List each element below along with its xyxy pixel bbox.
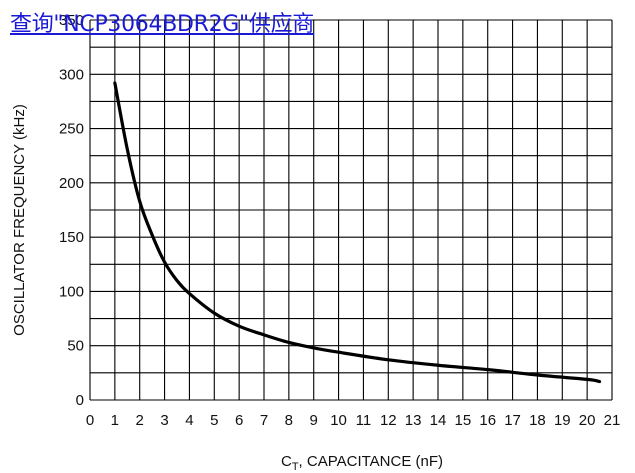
y-tick-label: 50: [67, 338, 84, 355]
x-tick-label: 21: [604, 412, 621, 429]
supplier-query-link[interactable]: 查询"NCP3064BDR2G"供应商: [10, 12, 314, 37]
x-tick-label: 7: [260, 412, 268, 429]
x-tick-label: 0: [86, 412, 94, 429]
y-tick-label: 100: [59, 283, 84, 300]
y-axis-title: OSCILLATOR FREQUENCY (kHz): [11, 104, 28, 336]
x-tick-label: 15: [455, 412, 472, 429]
x-axis-title-main: C: [281, 453, 292, 470]
x-tick-label: 16: [479, 412, 496, 429]
x-tick-label: 3: [160, 412, 168, 429]
x-tick-labels: 0 1 2 3 4 5 6 7 8 9 10 11 12 13 14 15 16 17 18 19 20 21: [86, 412, 621, 429]
x-tick-label: 19: [554, 412, 571, 429]
x-tick-label: 8: [285, 412, 293, 429]
x-tick-label: 12: [380, 412, 397, 429]
x-tick-label: 4: [185, 412, 193, 429]
x-tick-label: 17: [504, 412, 521, 429]
x-tick-label: 2: [136, 412, 144, 429]
y-tick-label: 150: [59, 229, 84, 246]
x-tick-label: 13: [405, 412, 422, 429]
y-tick-label: 200: [59, 175, 84, 192]
y-tick-label: 350: [59, 12, 84, 29]
curve-layer: [113, 81, 602, 384]
x-tick-label: 14: [430, 412, 447, 429]
x-tick-label: 11: [356, 412, 372, 429]
x-axis-title-rest: , CAPACITANCE (nF): [299, 453, 443, 470]
x-axis-title: CT, CAPACITANCE (nF): [281, 453, 443, 473]
x-tick-label: 1: [111, 412, 119, 429]
x-tick-label: 9: [310, 412, 318, 429]
frequency-curve: [113, 81, 602, 384]
chart-grid: [89, 19, 613, 401]
x-tick-label: 18: [529, 412, 546, 429]
y-tick-label: 250: [59, 121, 84, 138]
y-tick-label: 0: [76, 392, 84, 409]
x-axis-title-subscript: T: [292, 461, 299, 473]
x-tick-label: 5: [210, 412, 218, 429]
y-tick-labels: 0 50 100 150 200 250 300 350: [59, 12, 84, 409]
y-tick-label: 300: [59, 66, 84, 83]
x-tick-label: 6: [235, 412, 243, 429]
x-tick-label: 20: [579, 412, 596, 429]
x-tick-label: 10: [330, 412, 347, 429]
